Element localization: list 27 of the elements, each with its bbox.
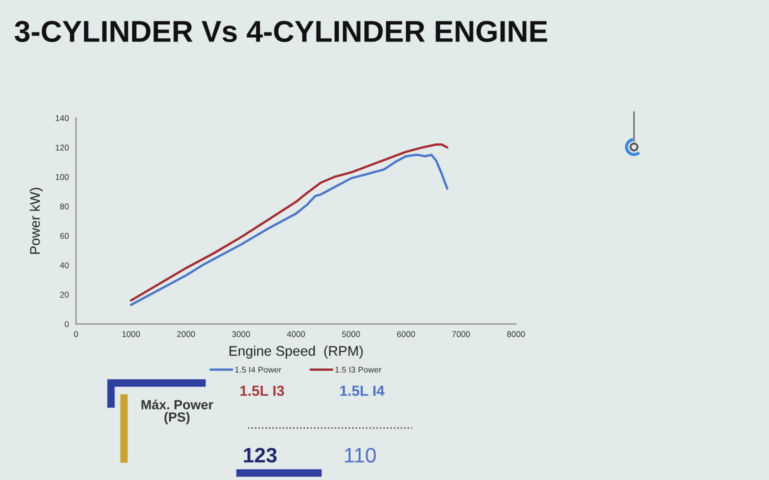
- y-tick-label: 120: [56, 144, 69, 151]
- x-tick-label: 4000: [286, 331, 305, 338]
- x-tick-label: 1000: [122, 331, 140, 338]
- data-label: 123: [244, 448, 277, 463]
- y-tick-label: 0: [64, 321, 69, 328]
- y-tick-label: 80: [60, 203, 69, 210]
- x-tick-label: 0: [74, 331, 78, 338]
- data-label: 110: [344, 448, 376, 463]
- x-tick-label: 7000: [452, 331, 470, 338]
- x-tick-label: 6000: [397, 331, 415, 338]
- chart-title: 3-CYLINDER Vs 4-CYLINDER ENGINE: [14, 20, 548, 42]
- y-tick-label: 100: [56, 174, 69, 180]
- legend-label: 1.5 I3 Power: [335, 366, 382, 373]
- x-tick-label: 3000: [232, 331, 250, 338]
- legend-label: 1.5 I4 Power: [235, 366, 282, 373]
- category-label: 1.5L I4: [340, 386, 384, 396]
- y-tick-label: 40: [60, 262, 69, 268]
- y-tick-label: 20: [60, 292, 69, 298]
- x-tick-label: 8000: [507, 331, 525, 338]
- category-label: 1.5L I3: [240, 386, 284, 396]
- y-axis-title: Power kW): [30, 188, 43, 254]
- x-tick-label: 5000: [342, 331, 360, 338]
- x-axis-title: Engine Speed (RPM): [230, 346, 363, 359]
- y-tick-label: 60: [60, 232, 69, 239]
- y-tick-label: 140: [56, 115, 69, 122]
- x-tick-label: 2000: [177, 331, 195, 338]
- text: Máx. Power (PS): [142, 400, 214, 424]
